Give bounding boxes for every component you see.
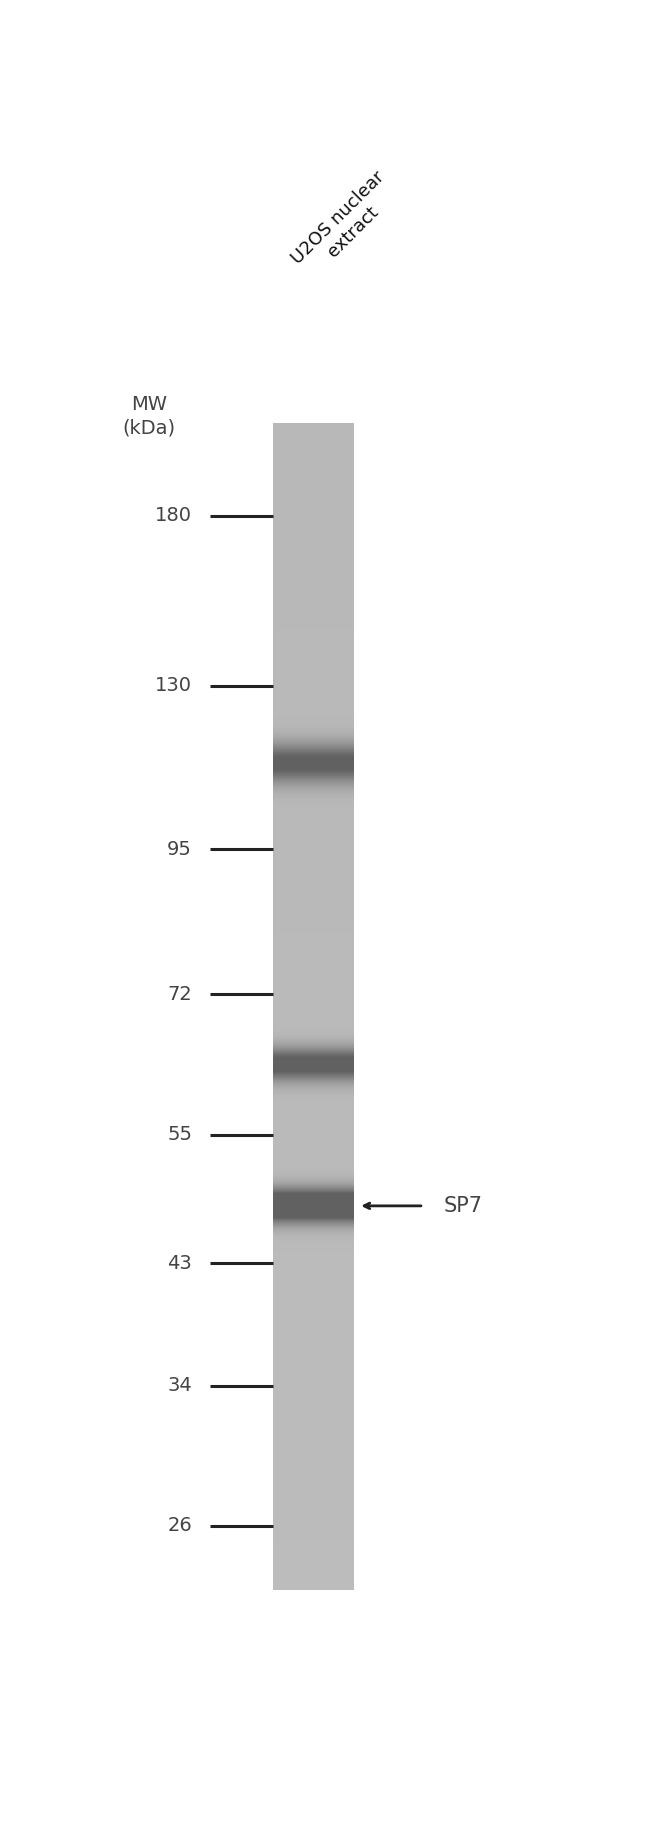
Text: 72: 72 bbox=[167, 984, 192, 1004]
Text: 180: 180 bbox=[155, 506, 192, 526]
Text: 130: 130 bbox=[155, 676, 192, 696]
Text: MW
(kDa): MW (kDa) bbox=[123, 394, 176, 438]
Text: U2OS nuclear
extract: U2OS nuclear extract bbox=[288, 168, 403, 283]
Text: SP7: SP7 bbox=[444, 1196, 483, 1216]
Text: 95: 95 bbox=[167, 840, 192, 858]
Text: 34: 34 bbox=[167, 1377, 192, 1395]
Text: 43: 43 bbox=[167, 1254, 192, 1273]
Text: 26: 26 bbox=[167, 1516, 192, 1536]
Text: 55: 55 bbox=[167, 1125, 192, 1145]
